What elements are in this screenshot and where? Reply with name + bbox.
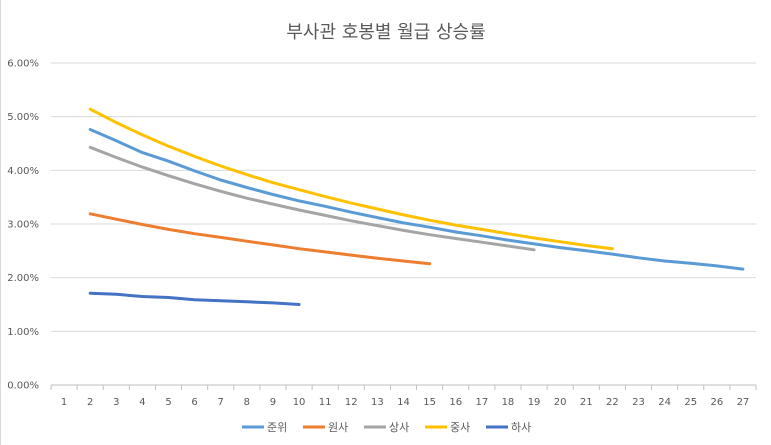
x-tick-label: 7 (218, 397, 224, 408)
x-tick-label: 3 (113, 397, 119, 408)
x-tick-label: 23 (632, 397, 645, 408)
x-tick-label: 11 (319, 397, 332, 408)
y-tick-label: 0.00% (7, 381, 39, 392)
x-tick-label: 19 (528, 397, 541, 408)
x-tick-label: 20 (554, 397, 567, 408)
y-tick-label: 6.00% (7, 59, 39, 70)
x-tick-label: 14 (397, 397, 410, 408)
series-lines (88, 107, 745, 306)
x-tick-label: 8 (244, 397, 250, 408)
x-tick-label: 24 (658, 397, 671, 408)
x-tick-label: 18 (502, 397, 515, 408)
legend-label: 준위 (267, 421, 287, 434)
x-tick-label: 17 (475, 397, 488, 408)
series-line-하사 (88, 291, 301, 306)
x-tick-label: 16 (449, 397, 462, 408)
legend-item[interactable]: 하사 (486, 420, 531, 434)
series-line-상사 (88, 145, 536, 252)
legend-label: 원사 (328, 421, 348, 434)
x-tick-label: 12 (345, 397, 358, 408)
x-tick-label: 15 (423, 397, 436, 408)
y-tick-label: 2.00% (7, 273, 39, 284)
legend-label: 하사 (511, 420, 531, 434)
y-tick-label: 1.00% (7, 327, 39, 338)
x-tick-label: 27 (737, 397, 750, 408)
series-line-중사 (88, 107, 614, 251)
legend-item[interactable]: 원사 (303, 421, 348, 434)
x-tick-label: 22 (606, 397, 619, 408)
legend-label: 상사 (389, 421, 409, 434)
x-tick-label: 13 (371, 397, 384, 408)
series-line-원사 (88, 212, 432, 266)
chart-title: 부사관 호봉별 월급 상승률 (286, 22, 485, 43)
legend-item[interactable]: 준위 (242, 421, 287, 434)
legend[interactable]: 준위 원사 상사 중사 하사 (242, 420, 531, 434)
y-tick-label: 4.00% (7, 166, 39, 177)
x-tick-label: 9 (270, 397, 276, 408)
series-line-준위 (88, 128, 745, 271)
x-tick-label: 2 (87, 397, 93, 408)
x-tick-label: 4 (139, 397, 145, 408)
y-tick-label: 5.00% (7, 112, 39, 123)
gridlines (51, 62, 756, 386)
x-tick-label: 5 (165, 397, 171, 408)
legend-item[interactable]: 중사 (425, 421, 470, 434)
x-tick-label: 21 (580, 397, 593, 408)
legend-item[interactable]: 상사 (364, 421, 409, 434)
x-axis: 1 2 3 4 5 6 7 8 9 10 11 12 13 14 15 16 17 18 19 20 21 22 23 24 2… (50, 385, 757, 408)
x-tick-label: 1 (61, 397, 67, 408)
legend-label: 중사 (450, 421, 470, 434)
x-tick-label: 25 (684, 397, 697, 408)
y-tick-label: 3.00% (7, 220, 39, 231)
x-tick-label: 10 (293, 397, 306, 408)
y-axis-ticks: 0.00% 1.00% 2.00% 3.00% 4.00% 5.00% 6.00% (7, 59, 39, 392)
x-tick-label: 6 (191, 397, 197, 408)
x-tick-label: 26 (710, 397, 723, 408)
